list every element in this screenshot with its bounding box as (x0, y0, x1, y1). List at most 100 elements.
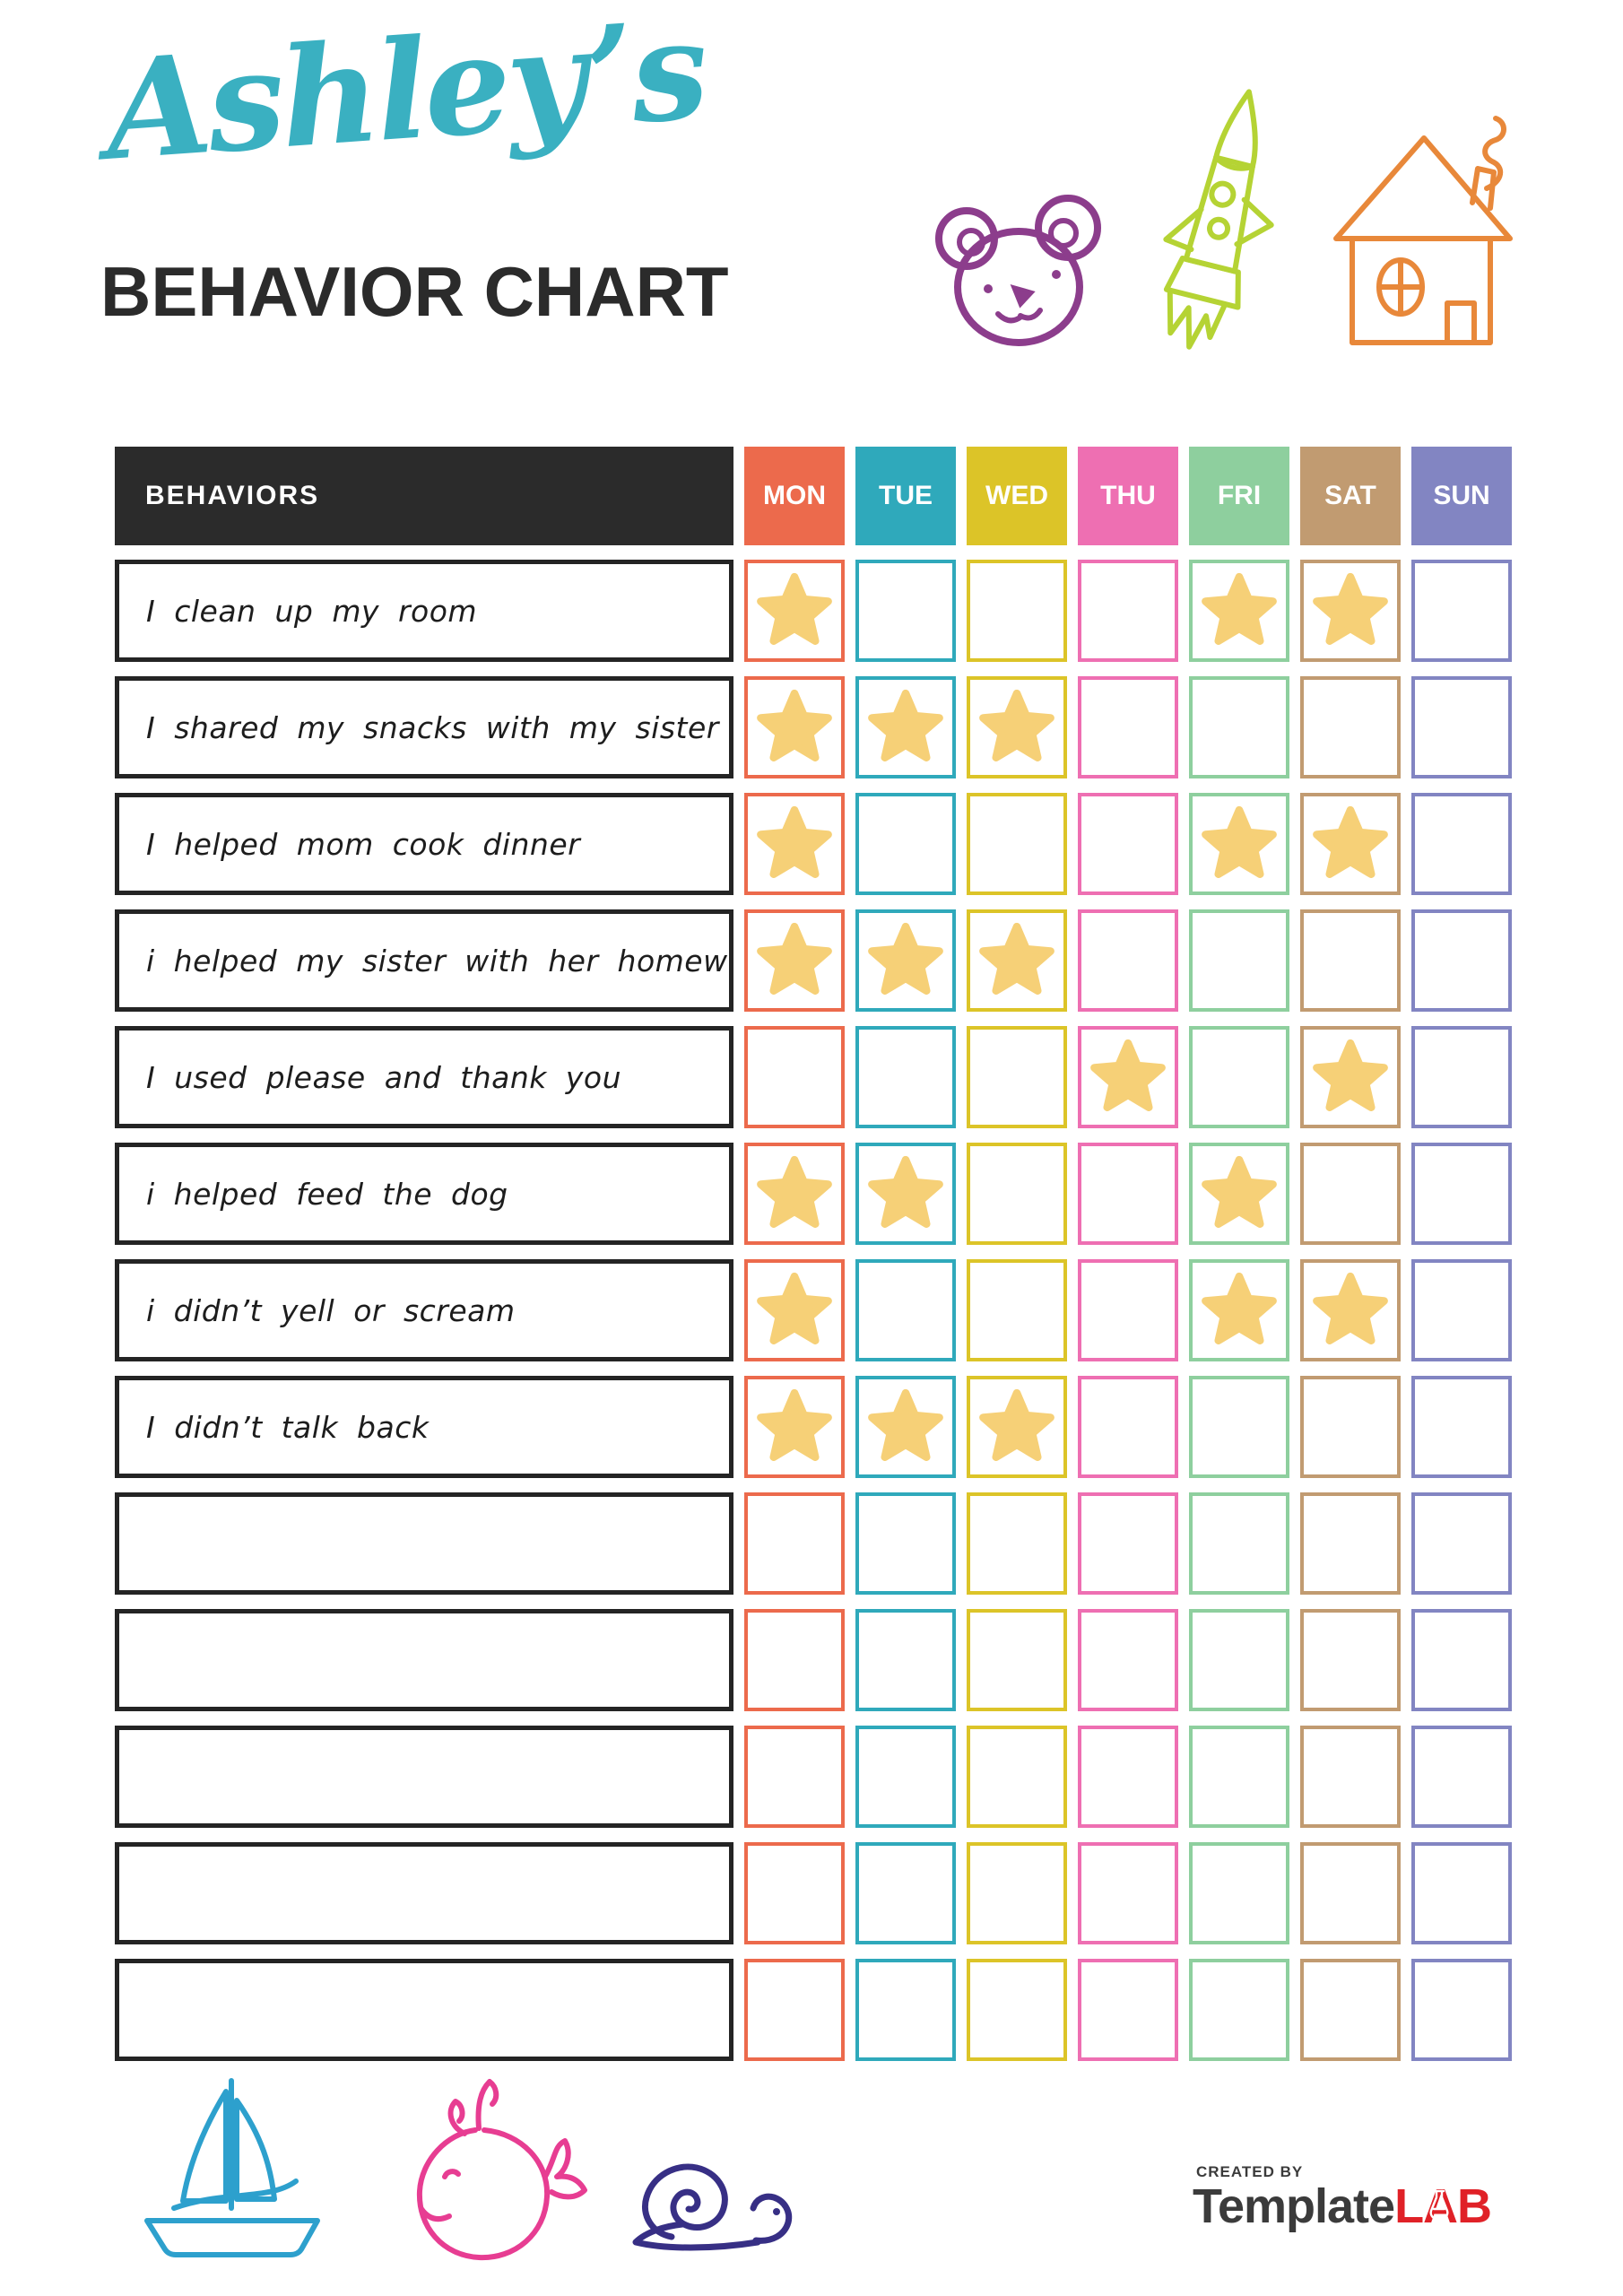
behavior-label (115, 1609, 733, 1711)
rocket-icon (1163, 89, 1274, 350)
cell-sat (1300, 1492, 1401, 1595)
cell-thu (1078, 1492, 1178, 1595)
cell-sun (1411, 1959, 1512, 2061)
logo-template-text: Template (1193, 2179, 1395, 2233)
star-icon (868, 1155, 943, 1229)
cell-thu (1078, 1143, 1178, 1245)
star-icon (1202, 805, 1277, 879)
cell-sat (1300, 1259, 1401, 1361)
behavior-label: I shared my snacks with my sister (115, 676, 733, 778)
behavior-label: I used please and thank you (115, 1026, 733, 1128)
whale-icon (416, 2079, 587, 2261)
star-icon (979, 1388, 1055, 1462)
logo-lab-text: LAB (1394, 2179, 1492, 2233)
cell-thu (1078, 1959, 1178, 2061)
cell-thu (1078, 1609, 1178, 1711)
cell-wed (967, 1492, 1067, 1595)
bear-icon (935, 195, 1101, 346)
cell-thu (1078, 1376, 1178, 1478)
cell-thu (1078, 1026, 1178, 1128)
star-icon (868, 689, 943, 762)
cell-sat (1300, 909, 1401, 1012)
cell-fri (1189, 1726, 1289, 1828)
star-icon (757, 689, 832, 762)
cell-fri (1189, 1492, 1289, 1595)
behavior-label: i helped my sister with her homework (115, 909, 733, 1012)
behaviors-header: BEHAVIORS (115, 447, 733, 545)
cell-mon (744, 1259, 845, 1361)
cell-mon (744, 1842, 845, 1944)
cell-fri (1189, 1259, 1289, 1361)
star-icon (1202, 1272, 1277, 1345)
cell-tue (855, 1842, 956, 1944)
behavior-label: i didn’t yell or scream (115, 1259, 733, 1361)
flask-icon (1429, 2189, 1449, 2221)
cell-sun (1411, 1026, 1512, 1128)
cell-mon (744, 1143, 845, 1245)
cell-thu (1078, 676, 1178, 778)
day-header-thu: THU (1078, 447, 1178, 545)
cell-sat (1300, 1842, 1401, 1944)
cell-fri (1189, 676, 1289, 778)
star-icon (757, 922, 832, 996)
snail-icon (632, 2163, 793, 2251)
cell-wed (967, 909, 1067, 1012)
cell-sun (1411, 1842, 1512, 1944)
behavior-label (115, 1726, 733, 1828)
templatelab-logo: CREATED BY TemplateLAB (1193, 2163, 1492, 2233)
star-icon (1313, 1039, 1388, 1112)
star-icon (1313, 805, 1388, 879)
cell-wed (967, 560, 1067, 662)
cell-fri (1189, 1609, 1289, 1711)
star-icon (979, 689, 1055, 762)
sailboat-icon (144, 2078, 320, 2257)
day-header-fri: FRI (1189, 447, 1289, 545)
day-header-wed: WED (967, 447, 1067, 545)
star-icon (757, 1388, 832, 1462)
star-icon (1313, 1272, 1388, 1345)
cell-thu (1078, 560, 1178, 662)
cell-wed (967, 793, 1067, 895)
cell-thu (1078, 1726, 1178, 1828)
cell-tue (855, 909, 956, 1012)
star-icon (757, 805, 832, 879)
cell-tue (855, 1026, 956, 1128)
cell-mon (744, 1492, 845, 1595)
cell-sun (1411, 1259, 1512, 1361)
cell-sat (1300, 560, 1401, 662)
behavior-label: i helped feed the dog (115, 1143, 733, 1245)
cell-fri (1189, 1959, 1289, 2061)
cell-sat (1300, 1376, 1401, 1478)
cell-tue (855, 1726, 956, 1828)
day-header-tue: TUE (855, 447, 956, 545)
star-icon (868, 922, 943, 996)
cell-tue (855, 1609, 956, 1711)
cell-tue (855, 1492, 956, 1595)
cell-sun (1411, 1609, 1512, 1711)
behavior-label (115, 1842, 733, 1944)
cell-sun (1411, 1376, 1512, 1478)
cell-sat (1300, 1609, 1401, 1711)
day-header-mon: MON (744, 447, 845, 545)
cell-sat (1300, 793, 1401, 895)
house-icon (1333, 116, 1513, 345)
star-icon (757, 1272, 832, 1345)
cell-sat (1300, 1726, 1401, 1828)
cell-wed (967, 676, 1067, 778)
star-icon (868, 1388, 943, 1462)
cell-wed (967, 1842, 1067, 1944)
cell-mon (744, 1959, 845, 2061)
star-icon (757, 1155, 832, 1229)
cell-mon (744, 793, 845, 895)
cell-sun (1411, 676, 1512, 778)
cell-tue (855, 1959, 956, 2061)
cell-sun (1411, 793, 1512, 895)
cell-fri (1189, 560, 1289, 662)
star-icon (1202, 1155, 1277, 1229)
cell-tue (855, 560, 956, 662)
star-icon (757, 572, 832, 646)
cell-fri (1189, 1143, 1289, 1245)
created-by-label: CREATED BY (1196, 2163, 1304, 2180)
cell-sat (1300, 1959, 1401, 2061)
behavior-table: BEHAVIORS MON TUE WED THU FRI SAT SUN I clean u… (115, 447, 1512, 2061)
